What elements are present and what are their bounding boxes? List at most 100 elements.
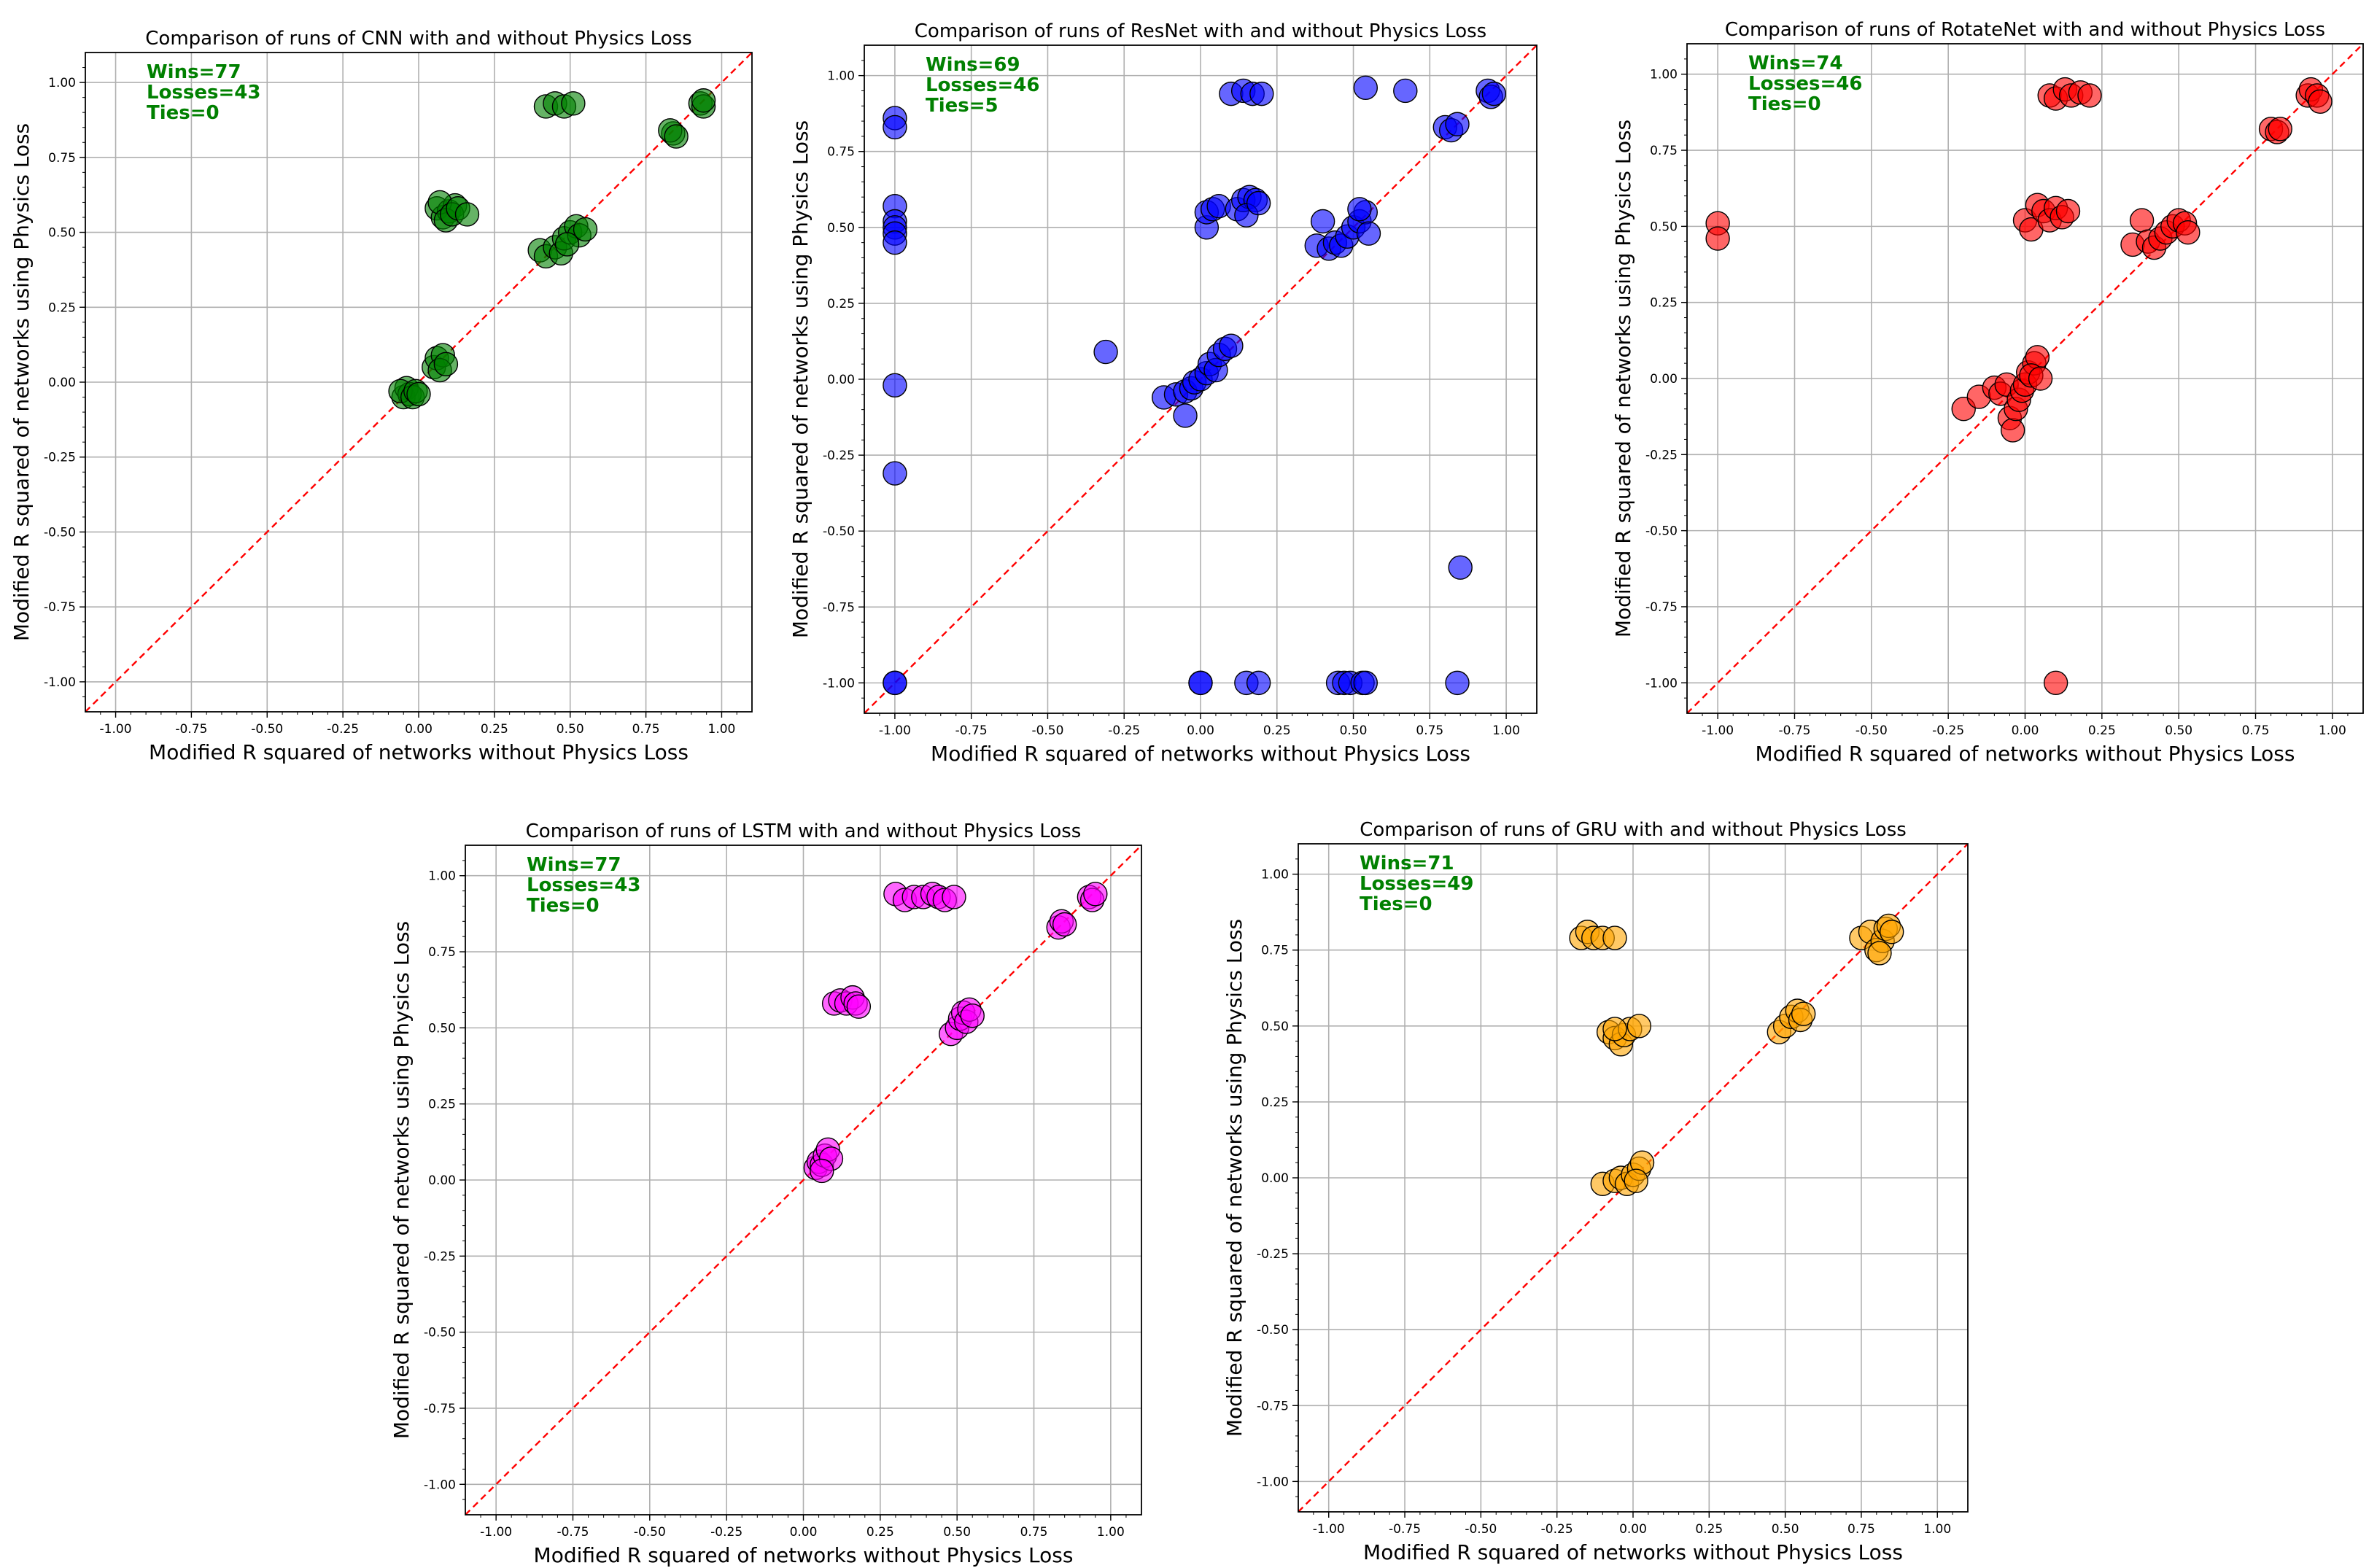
y-tick-label-2: -0.50: [823, 524, 855, 539]
stats-ties: Ties=0: [1748, 93, 1821, 115]
y-tick-label-1: -0.75: [1645, 600, 1678, 615]
data-point-17: [2028, 366, 2053, 391]
y-tick-label-8: 1.00: [1261, 868, 1289, 882]
x-tick-label-0: -1.00: [879, 723, 911, 738]
data-point-1: [883, 115, 907, 140]
data-point-34: [554, 232, 580, 257]
x-tick-label-5: 0.25: [2088, 723, 2116, 738]
y-tick-label-1: -0.75: [823, 600, 855, 615]
x-tick-label-5: 0.25: [1263, 723, 1291, 738]
data-point-62: [1246, 670, 1271, 696]
data-point-49: [2043, 670, 2068, 695]
x-axis-label: Modified R squared of networks without P…: [149, 740, 689, 764]
x-tick-label-1: -0.75: [175, 722, 207, 737]
x-tick-label-4: 0.00: [405, 722, 433, 737]
stats-wins: Wins=69: [926, 54, 1020, 76]
chart-title: Comparison of runs of CNN with and witho…: [145, 28, 691, 50]
y-tick-label-1: -0.75: [1257, 1399, 1289, 1413]
x-tick-label-2: -0.50: [1031, 723, 1063, 738]
x-tick-label-2: -0.50: [251, 722, 283, 737]
y-tick-label-8: 1.00: [48, 76, 76, 90]
reference-line: [465, 845, 1141, 1515]
y-axis-label: Modified R squared of networks using Phy…: [1611, 120, 1635, 637]
x-tick-label-0: -1.00: [1702, 723, 1734, 738]
x-axis-label: Modified R squared of networks without P…: [534, 1543, 1074, 1567]
data-point-25: [1791, 1001, 1816, 1026]
data-point-51: [1393, 78, 1418, 104]
data-point-48: [2308, 89, 2333, 114]
data-point-32: [1879, 920, 1904, 944]
x-tick-label-1: -0.75: [557, 1525, 589, 1540]
y-tick-label-0: -1.00: [424, 1478, 456, 1492]
x-axis-label: Modified R squared of networks without P…: [1363, 1540, 1903, 1564]
x-tick-label-1: -0.75: [955, 723, 988, 738]
chart-title: Comparison of runs of LSTM with and with…: [526, 820, 1082, 842]
y-tick-label-3: -0.25: [424, 1249, 456, 1264]
y-tick-label-8: 1.00: [428, 869, 456, 884]
y-tick-label-1: -0.75: [424, 1402, 456, 1416]
y-tick-label-8: 1.00: [827, 69, 855, 84]
y-tick-label-2: -0.50: [1257, 1323, 1289, 1338]
y-tick-label-4: 0.00: [428, 1173, 456, 1188]
x-axis-label: Modified R squared of networks without P…: [931, 742, 1470, 766]
y-tick-label-6: 0.50: [827, 221, 855, 236]
points: [803, 882, 1108, 1184]
data-point-11: [1093, 339, 1118, 365]
x-tick-label-6: 0.50: [1772, 1522, 1799, 1537]
data-point-24: [561, 91, 586, 116]
data-point-44: [2268, 117, 2292, 141]
data-point-12: [846, 994, 872, 1019]
data-point-4: [1602, 925, 1627, 950]
y-tick-label-5: 0.25: [1261, 1095, 1289, 1110]
stats-wins: Wins=77: [147, 61, 241, 83]
y-tick-label-7: 0.75: [1650, 144, 1678, 158]
stats-losses: Losses=43: [527, 874, 640, 896]
x-tick-label-5: 0.25: [481, 722, 508, 737]
y-tick-label-7: 0.75: [1261, 944, 1289, 958]
y-tick-label-5: 0.25: [428, 1098, 456, 1112]
data-point-47: [1347, 197, 1372, 222]
data-point-41: [2176, 220, 2200, 245]
stats-wins: Wins=74: [1748, 53, 1843, 74]
data-point-68: [1445, 670, 1470, 696]
data-point-10: [883, 670, 907, 696]
data-point-38: [1246, 190, 1271, 216]
chart-title: Comparison of runs of ResNet with and wi…: [915, 20, 1486, 42]
x-tick-label-1: -0.75: [1389, 1522, 1421, 1537]
data-point-7: [883, 373, 907, 398]
data-point-27: [960, 1003, 985, 1028]
data-point-11: [1602, 1017, 1627, 1041]
stats-losses: Losses=46: [926, 74, 1039, 96]
y-axis-label: Modified R squared of networks using Phy…: [9, 123, 34, 641]
x-tick-label-8: 1.00: [1923, 1522, 1951, 1537]
chart-title: Comparison of runs of RotateNet with and…: [1725, 19, 2325, 41]
data-point-33: [1083, 882, 1108, 907]
stats-losses: Losses=46: [1748, 73, 1862, 95]
x-tick-label-6: 0.50: [943, 1525, 971, 1540]
data-point-19: [1624, 1168, 1648, 1193]
y-tick-label-8: 1.00: [1650, 68, 1678, 82]
x-tick-label-4: 0.00: [1187, 723, 1214, 738]
y-tick-label-5: 0.25: [827, 297, 855, 311]
data-point-50: [1353, 75, 1378, 100]
y-tick-label-2: -0.50: [44, 525, 76, 540]
subplot-2: -1.00 -1.00 -0.75 -0.75 -0.50 -0.50 -0.25 -0.25…: [788, 20, 1538, 766]
reference-line: [85, 53, 752, 712]
y-tick-label-0: -1.00: [1645, 676, 1678, 691]
x-tick-label-6: 0.50: [557, 722, 584, 737]
y-tick-label-0: -1.00: [1257, 1475, 1289, 1489]
x-tick-label-2: -0.50: [634, 1525, 666, 1540]
y-tick-label-3: -0.25: [44, 451, 76, 465]
points: [388, 88, 716, 410]
x-tick-label-0: -1.00: [1313, 1522, 1345, 1537]
x-tick-label-8: 1.00: [2319, 723, 2346, 738]
x-tick-label-6: 0.50: [2165, 723, 2192, 738]
x-tick-label-4: 0.00: [790, 1525, 818, 1540]
stats-losses: Losses=43: [147, 82, 260, 104]
x-tick-label-3: -0.25: [327, 722, 359, 737]
y-tick-label-6: 0.50: [1261, 1020, 1289, 1034]
y-tick-label-7: 0.75: [827, 145, 855, 160]
x-tick-label-0: -1.00: [100, 722, 132, 737]
x-tick-label-3: -0.25: [1108, 723, 1140, 738]
data-point-11: [433, 352, 459, 377]
